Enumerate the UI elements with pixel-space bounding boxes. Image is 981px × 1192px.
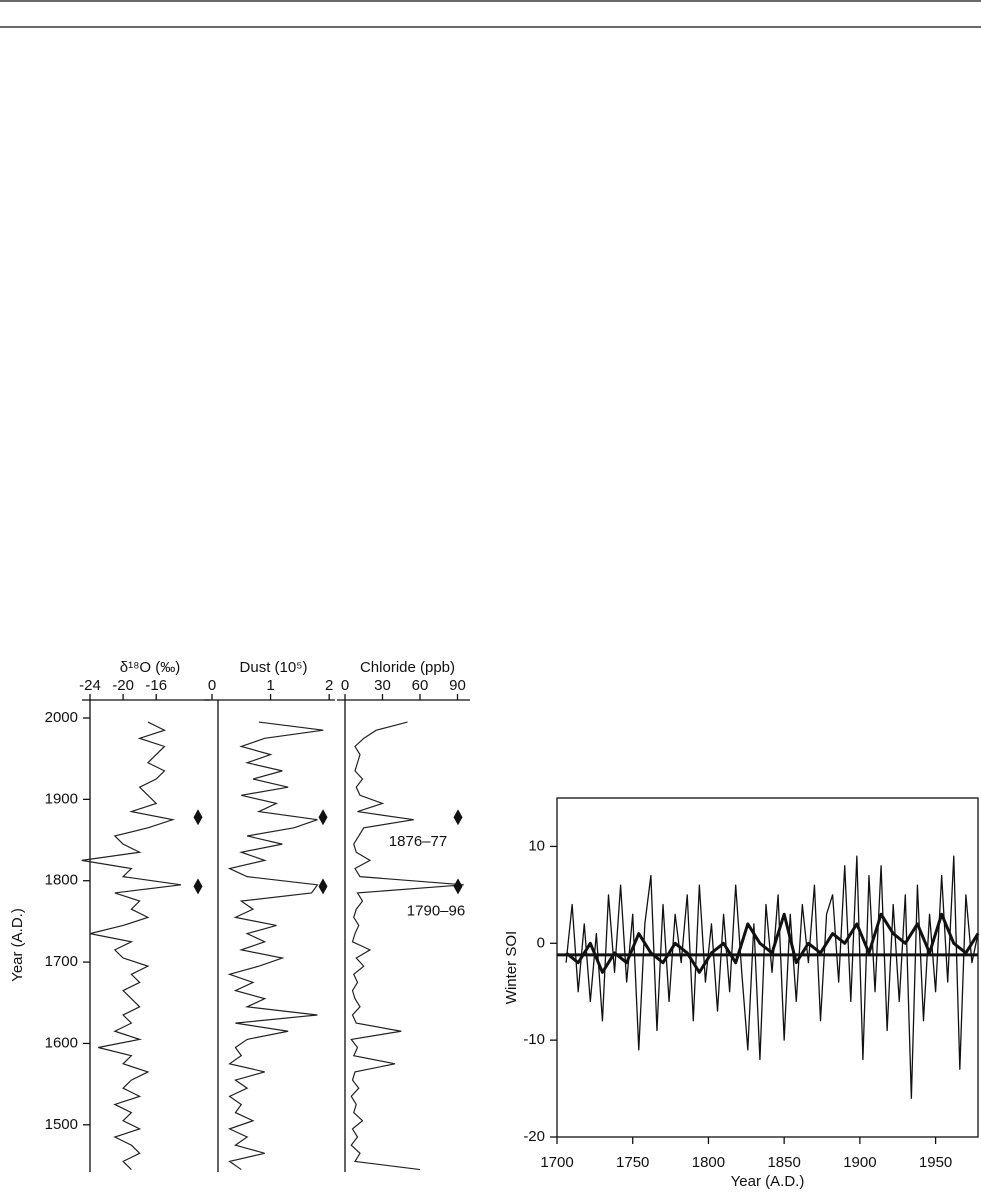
series-line [565, 855, 979, 1099]
event-marker [193, 878, 203, 895]
x-tick-label: 1850 [767, 1154, 800, 1171]
data-line [227, 721, 324, 1171]
event-label: 1876–77 [389, 833, 447, 850]
y-axis-label: Year (A.D.) [9, 908, 26, 982]
y-tick-label: 1500 [45, 1116, 78, 1133]
x-tick-label: 0 [208, 677, 216, 694]
y-tick-label: 1700 [45, 953, 78, 970]
y-tick-label: 0 [537, 934, 545, 951]
x-axis-label: Year (A.D.) [731, 1173, 805, 1190]
x-tick-label: 1900 [843, 1154, 876, 1171]
y-tick-label: 2000 [45, 709, 78, 726]
panel-title: Dust (10⁵) [240, 659, 308, 676]
x-tick-label: -24 [79, 677, 101, 694]
event-marker [318, 878, 328, 895]
plot-frame [556, 797, 979, 1138]
y-tick-label: -20 [523, 1128, 545, 1145]
x-tick-label: 0 [341, 677, 349, 694]
x-tick-label: 1950 [919, 1154, 952, 1171]
x-tick-label: 90 [449, 677, 466, 694]
x-tick-label: -16 [145, 677, 167, 694]
x-tick-label: 30 [374, 677, 391, 694]
x-tick-label: 1800 [692, 1154, 725, 1171]
y-axis-label: Winter SOI [503, 931, 520, 1004]
event-marker [193, 809, 203, 826]
y-tick-label: 10 [528, 837, 545, 854]
event-label: 1790–96 [407, 902, 465, 919]
event-marker [453, 809, 463, 826]
event-marker [318, 809, 328, 826]
x-tick-label: 2 [325, 677, 333, 694]
x-tick-label: -20 [112, 677, 134, 694]
x-tick-label: 1 [266, 677, 274, 694]
event-marker [453, 878, 463, 895]
x-tick-label: 1750 [616, 1154, 649, 1171]
y-tick-label: 1900 [45, 790, 78, 807]
series-line [565, 912, 980, 974]
y-tick-label: 1800 [45, 872, 78, 889]
y-tick-label: -10 [523, 1031, 545, 1048]
data-line [350, 721, 464, 1171]
panel-title: δ¹⁸O (‰) [120, 659, 181, 676]
x-tick-label: 1700 [540, 1154, 573, 1171]
x-tick-label: 60 [412, 677, 429, 694]
panel-title: Chloride (ppb) [360, 659, 455, 676]
data-line [81, 721, 182, 1170]
y-tick-label: 1600 [45, 1034, 78, 1051]
